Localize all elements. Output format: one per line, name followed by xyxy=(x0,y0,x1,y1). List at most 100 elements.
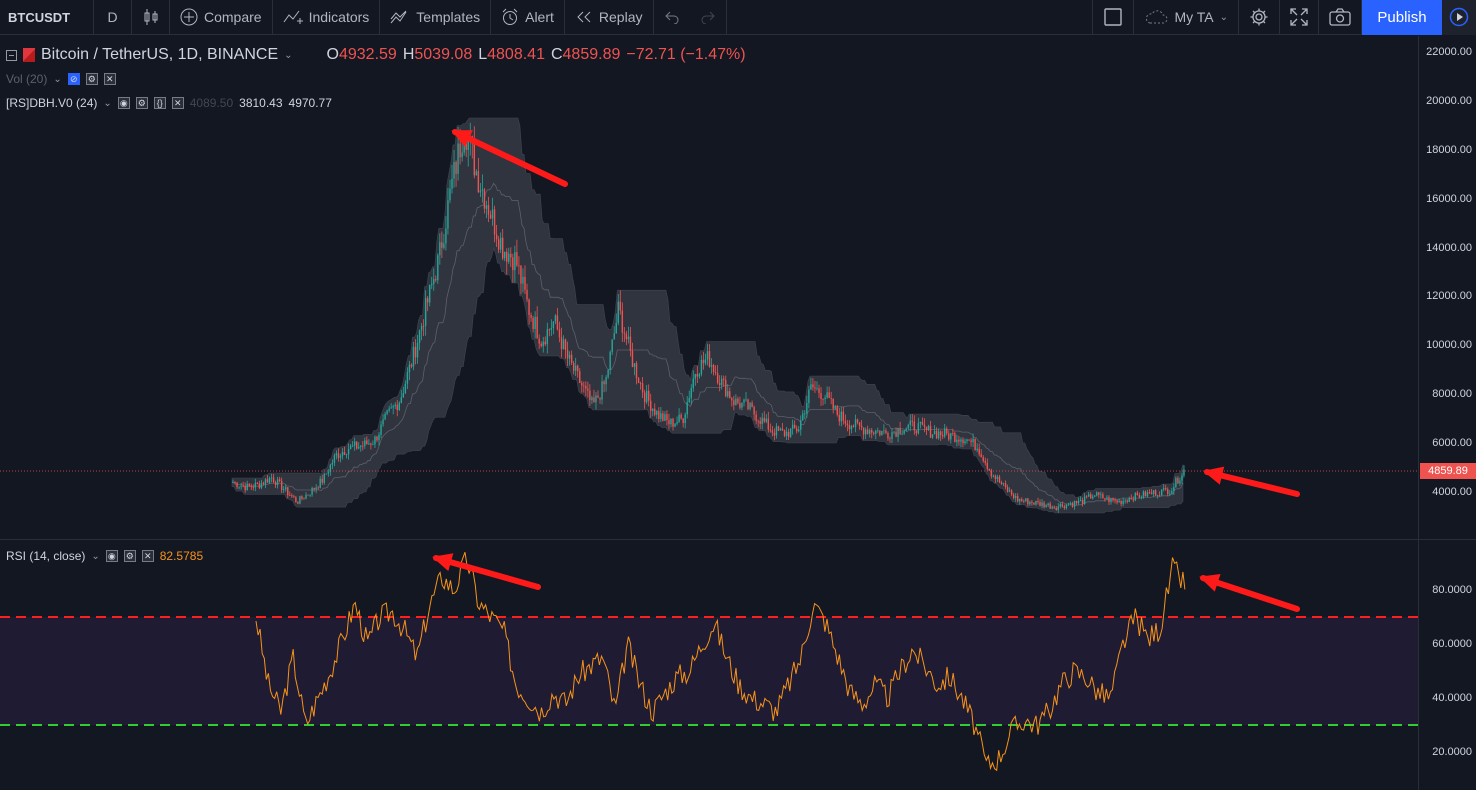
templates-label: Templates xyxy=(416,9,481,25)
candle-body xyxy=(420,325,423,331)
candle-body xyxy=(404,383,407,394)
candle-body xyxy=(252,486,255,488)
pane-divider[interactable] xyxy=(0,539,1476,540)
publish-button[interactable]: Publish xyxy=(1362,0,1442,35)
candle-body xyxy=(856,419,859,423)
candle-body xyxy=(806,402,808,414)
redo-button[interactable] xyxy=(690,0,727,35)
chevron-down-icon[interactable]: ⌄ xyxy=(284,49,293,61)
collapse-legend-icon[interactable] xyxy=(6,49,17,61)
rsi-legend[interactable]: RSI (14, close) ⌄ ◉ ⚙ ✕ 82.5785 xyxy=(6,549,203,563)
compare-button[interactable]: Compare xyxy=(170,0,273,35)
price-change: −72.71 (−1.47%) xyxy=(626,46,746,63)
candle-body xyxy=(725,379,727,397)
candle-body xyxy=(871,429,873,433)
price-axis[interactable]: 22000.00 20000.00 18000.00 16000.00 14000.00… xyxy=(1418,36,1476,790)
fullscreen-button[interactable] xyxy=(1280,0,1319,35)
symbol-search-button[interactable]: BTCUSDT xyxy=(0,0,94,35)
fullscreen-layout-button[interactable] xyxy=(1092,0,1135,35)
candle-body xyxy=(1138,495,1141,498)
candle-body xyxy=(611,339,613,352)
volume-legend[interactable]: Vol (20) ⌄ ⊘ ⚙ ✕ xyxy=(6,72,116,86)
candle-body xyxy=(453,162,455,179)
settings-small-icon[interactable]: ⚙ xyxy=(135,97,148,109)
candle-body xyxy=(1092,496,1094,499)
candle-body xyxy=(520,265,522,284)
candle-body xyxy=(262,483,265,485)
candle-body xyxy=(643,392,646,403)
interval-button[interactable]: D xyxy=(94,0,132,35)
candle-body xyxy=(915,430,918,434)
candle-body xyxy=(418,330,421,343)
close-icon[interactable]: ✕ xyxy=(103,73,116,85)
alert-button[interactable]: Alert xyxy=(491,0,565,35)
candle-body xyxy=(548,329,551,331)
dbh-value-3: 4970.77 xyxy=(288,96,332,110)
candle-body xyxy=(1014,496,1017,499)
candle-body xyxy=(897,428,899,437)
candle-body xyxy=(414,346,417,358)
start-trading-button[interactable] xyxy=(1442,0,1476,35)
candle-body xyxy=(400,397,403,403)
chevron-down-icon[interactable]: ⌄ xyxy=(103,97,112,109)
templates-button[interactable]: Templates xyxy=(380,0,492,35)
rsi-chart[interactable] xyxy=(0,540,1418,790)
candle-body xyxy=(465,141,467,150)
candle-body xyxy=(1029,501,1031,505)
settings-small-icon[interactable]: ⚙ xyxy=(123,550,136,562)
rsi-label: RSI (14, close) xyxy=(6,549,86,563)
candle-body xyxy=(812,384,814,388)
candle-body xyxy=(560,337,563,349)
candle-body xyxy=(295,497,297,503)
candle-body xyxy=(759,421,761,424)
candle-body xyxy=(852,426,855,427)
candle-body xyxy=(524,276,526,290)
candle-body xyxy=(366,440,368,445)
settings-button[interactable] xyxy=(1239,0,1280,35)
close-icon[interactable]: ✕ xyxy=(141,550,154,562)
indicators-button[interactable]: Indicators xyxy=(273,0,381,35)
candle-body xyxy=(424,298,427,326)
eye-icon[interactable]: ◉ xyxy=(117,97,130,109)
chevron-down-icon[interactable]: ⌄ xyxy=(53,73,62,85)
price-axis-tick: 12000.00 xyxy=(1426,290,1472,303)
undo-button[interactable] xyxy=(654,0,690,35)
candle-body xyxy=(771,430,774,433)
candle-body xyxy=(1169,493,1171,495)
replay-button[interactable]: Replay xyxy=(565,0,654,35)
candle-body xyxy=(864,429,867,435)
candle-body xyxy=(1065,504,1068,509)
candle-body xyxy=(1041,502,1043,506)
redo-icon xyxy=(701,11,715,24)
hidden-eye-icon[interactable]: ⊘ xyxy=(67,73,80,85)
source-code-icon[interactable]: {} xyxy=(153,97,166,109)
candle-body xyxy=(293,496,295,498)
chevron-down-icon[interactable]: ⌄ xyxy=(91,550,100,562)
candle-body xyxy=(254,482,257,488)
dbh-legend[interactable]: [RS]DBH.V0 (24) ⌄ ◉ ⚙ {} ✕ 4089.50 3810.… xyxy=(6,96,332,110)
candle-body xyxy=(532,317,534,329)
candle-body xyxy=(1002,483,1005,485)
candle-body xyxy=(282,489,285,491)
rsi-pane[interactable]: RSI (14, close) ⌄ ◉ ⚙ ✕ 82.5785 xyxy=(0,540,1418,790)
eye-icon[interactable]: ◉ xyxy=(105,550,118,562)
price-chart[interactable] xyxy=(0,36,1418,539)
candle-body xyxy=(1122,500,1124,505)
candle-body xyxy=(1025,498,1027,501)
candle-body xyxy=(256,482,259,484)
price-pane[interactable]: Bitcoin / TetherUS, 1D, BINANCE ⌄ O4932.… xyxy=(0,36,1418,539)
candle-body xyxy=(1130,498,1132,500)
layout-menu-button[interactable]: My TA ⌄ xyxy=(1134,0,1239,35)
close-icon[interactable]: ✕ xyxy=(171,97,184,109)
candle-body xyxy=(781,428,784,431)
alarm-clock-icon xyxy=(502,8,518,25)
candle-body xyxy=(775,426,778,436)
chart-style-button[interactable] xyxy=(132,0,170,35)
candle-body xyxy=(1055,507,1057,510)
candle-body xyxy=(315,487,317,490)
candle-body xyxy=(260,483,263,488)
settings-small-icon[interactable]: ⚙ xyxy=(85,73,98,85)
snapshot-button[interactable] xyxy=(1319,0,1362,35)
candle-body xyxy=(530,315,532,318)
candle-body xyxy=(1148,492,1151,494)
